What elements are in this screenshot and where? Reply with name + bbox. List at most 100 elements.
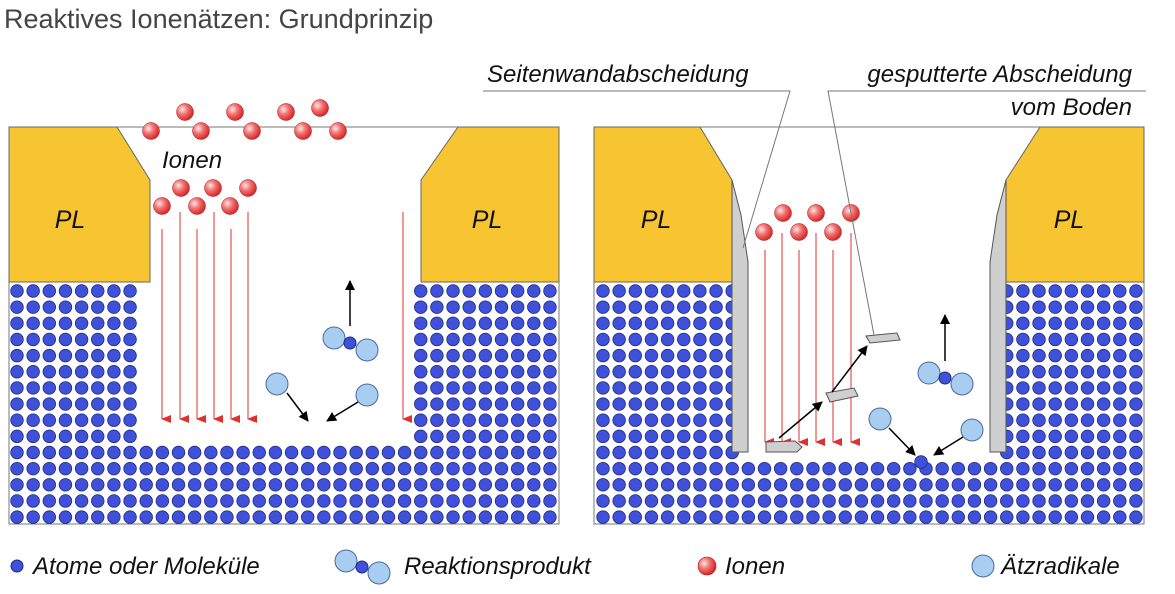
legend-item-radical: Ätzradikale — [971, 553, 1120, 580]
atom — [462, 510, 476, 524]
atom — [1080, 316, 1095, 331]
atom — [903, 461, 917, 476]
legend-label: Reaktionsprodukt — [404, 553, 592, 580]
atom — [74, 381, 89, 395]
atom — [414, 461, 428, 476]
atom — [1129, 332, 1143, 347]
mask-right-b — [1005, 126, 1145, 283]
atom — [822, 510, 836, 524]
atom — [1032, 445, 1046, 460]
atom — [268, 445, 283, 460]
atom — [494, 510, 509, 524]
atom — [527, 461, 541, 476]
atom — [527, 316, 541, 331]
legend-label: Ionen — [725, 553, 785, 580]
atom — [967, 461, 982, 476]
atom — [693, 429, 707, 444]
atom — [91, 461, 105, 476]
atom — [543, 478, 557, 492]
atom — [414, 510, 428, 524]
atom — [644, 316, 659, 331]
atom — [677, 284, 691, 298]
atom — [91, 429, 105, 444]
atom — [1032, 316, 1046, 331]
atom — [677, 478, 691, 492]
atom — [870, 510, 885, 524]
atom — [757, 510, 772, 524]
atom — [333, 510, 347, 524]
atom — [951, 478, 966, 492]
atom — [510, 348, 525, 363]
atom — [462, 429, 476, 444]
atom — [543, 445, 557, 460]
atom — [628, 316, 643, 331]
atom — [478, 332, 493, 347]
atom — [58, 461, 73, 476]
atom — [236, 445, 250, 460]
atom — [510, 461, 525, 476]
atom — [58, 348, 73, 363]
atom — [1129, 365, 1143, 379]
atom — [644, 429, 659, 444]
atom — [446, 478, 460, 492]
atom — [1096, 316, 1111, 331]
atom — [107, 316, 121, 331]
atom — [628, 300, 643, 314]
atom — [414, 494, 428, 508]
atom — [822, 494, 836, 508]
atom — [478, 494, 493, 508]
atom — [42, 429, 57, 444]
atom — [42, 413, 57, 427]
ion — [311, 99, 329, 117]
atom — [333, 478, 347, 492]
atom — [462, 316, 476, 331]
atom — [1080, 494, 1095, 508]
atom — [414, 429, 428, 444]
atom — [1048, 381, 1062, 395]
sidewall-label: Seitenwandabscheidung — [487, 61, 749, 88]
atom — [628, 365, 643, 379]
atom — [543, 494, 557, 508]
atom — [677, 316, 691, 331]
atom — [204, 494, 218, 508]
atom — [1096, 381, 1111, 395]
atom — [644, 445, 659, 460]
ion — [824, 223, 842, 241]
atom — [1048, 316, 1062, 331]
atom — [430, 397, 444, 411]
atom — [510, 365, 525, 379]
atom — [1032, 461, 1046, 476]
atom — [1000, 494, 1014, 508]
atom — [123, 413, 137, 427]
atom — [612, 461, 626, 476]
atom — [123, 510, 137, 524]
atom — [1016, 461, 1030, 476]
atom — [446, 284, 460, 298]
atom — [510, 413, 525, 427]
atom — [1016, 494, 1030, 508]
atom — [822, 478, 836, 492]
ion — [226, 103, 244, 121]
atom — [123, 478, 137, 492]
atom — [155, 494, 170, 508]
atom — [612, 348, 626, 363]
atom — [596, 494, 610, 508]
sputtered-fragment — [825, 387, 859, 403]
atom — [478, 510, 493, 524]
atom — [494, 494, 509, 508]
sputter-arrow — [778, 401, 823, 439]
atom — [1064, 429, 1079, 444]
atom — [1048, 300, 1062, 314]
atom — [806, 478, 820, 492]
substrate-atoms-left — [10, 284, 557, 524]
atom — [693, 445, 707, 460]
atom — [967, 478, 982, 492]
atom — [693, 494, 707, 508]
atom — [123, 300, 137, 314]
atom — [1064, 478, 1079, 492]
atom — [430, 332, 444, 347]
atom — [1064, 284, 1079, 298]
atom — [709, 348, 723, 363]
atom — [317, 478, 331, 492]
etch-radical — [868, 407, 892, 431]
